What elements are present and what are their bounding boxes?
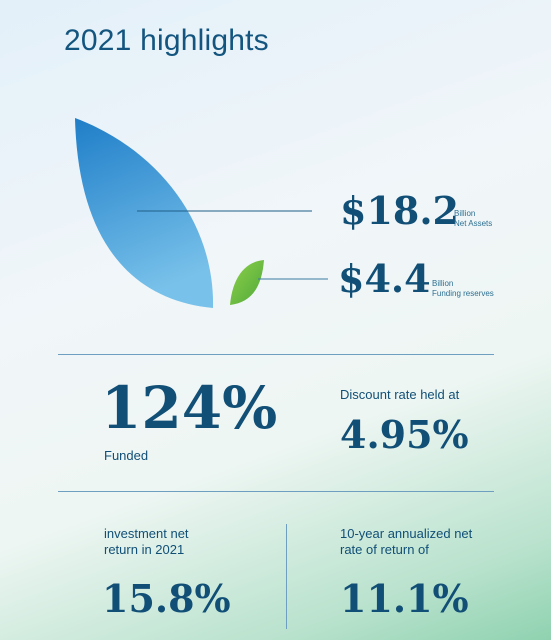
net-assets-label: Net Assets <box>454 219 493 228</box>
annualized-return-label-line1: 10-year annualized net <box>340 526 473 541</box>
leaf-graphic <box>75 118 328 308</box>
reserves-unit: Billion <box>432 279 454 288</box>
divider-top <box>58 354 494 355</box>
annualized-return-value: 11.1% <box>340 576 469 621</box>
investment-return-value: 15.8% <box>102 576 231 621</box>
investment-return-label-line2: return in 2021 <box>104 542 185 557</box>
discount-rate-label: Discount rate held at <box>340 387 460 402</box>
small-leaf-icon <box>230 260 264 305</box>
column-divider <box>286 524 287 629</box>
annualized-return-label-line2: rate of return of <box>340 542 429 557</box>
funded-value: 124% <box>101 374 278 442</box>
reserves-value: $4.4 <box>338 256 431 301</box>
page-title: 2021 highlights <box>64 24 269 57</box>
reserves-label: Funding reserves <box>432 289 494 298</box>
investment-return-label-line1: investment net <box>104 526 189 541</box>
discount-rate-value: 4.95% <box>340 412 469 457</box>
divider-bottom <box>58 491 494 492</box>
net-assets-value: $18.2 <box>340 188 459 233</box>
funded-label: Funded <box>104 448 149 463</box>
net-assets-unit: Billion <box>454 209 476 218</box>
large-leaf-icon <box>75 118 214 308</box>
